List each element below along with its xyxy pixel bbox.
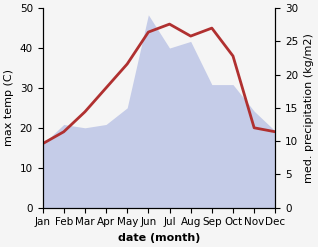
Y-axis label: max temp (C): max temp (C): [4, 69, 14, 146]
X-axis label: date (month): date (month): [118, 233, 200, 243]
Y-axis label: med. precipitation (kg/m2): med. precipitation (kg/m2): [304, 33, 314, 183]
